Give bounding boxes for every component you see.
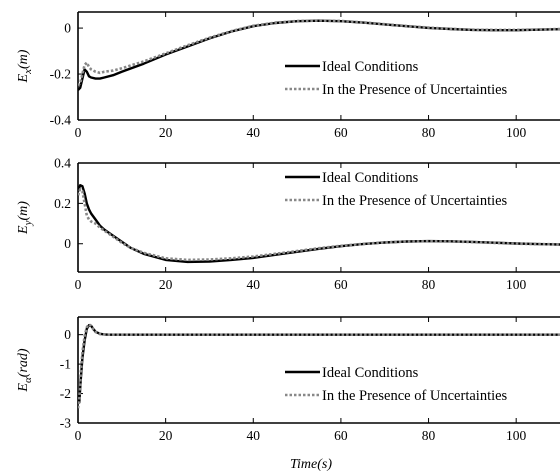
y-tick-label: 0 (64, 21, 71, 36)
x-tick-label: 40 (247, 428, 261, 443)
legend: Ideal Conditions In the Presence of Uncer… (285, 59, 508, 98)
y-tick-label: -0.4 (50, 113, 72, 128)
subplot-2: 0 20 40 60 80 100 0 0.2 0.4 Ey(m) Ideal Conditions… (16, 156, 560, 292)
x-tick-label: 0 (75, 428, 82, 443)
y-axis-label: Eα(rad) (16, 348, 34, 392)
series-line-ideal (78, 183, 560, 264)
y-tick-label: -2 (60, 386, 71, 401)
x-tick-label: 100 (506, 125, 527, 140)
x-tick-label: 60 (334, 277, 348, 292)
x-axis-label: Time(s) (290, 457, 332, 472)
y-tick-label: 0.4 (54, 156, 71, 171)
x-tick-label: 80 (422, 428, 436, 443)
x-tick-label: 20 (159, 428, 173, 443)
legend-label: Ideal Conditions (322, 170, 419, 186)
series-line-uncertain (78, 19, 560, 87)
y-tick-label: 0 (64, 236, 71, 251)
y-axis-label: Ex(m) (16, 49, 34, 83)
x-tick-label: 60 (334, 125, 348, 140)
legend-label: In the Presence of Uncertainties (322, 193, 508, 209)
legend-label: In the Presence of Uncertainties (322, 82, 508, 98)
x-tick-label: 60 (334, 428, 348, 443)
x-tick-label: 40 (247, 125, 261, 140)
x-tick-label: 20 (159, 125, 173, 140)
x-tick-label: 100 (506, 428, 527, 443)
series-line-uncertain (78, 323, 560, 409)
y-tick-label: 0.2 (54, 196, 71, 211)
legend-label: Ideal Conditions (322, 59, 419, 75)
subplot-1: 0 20 40 60 80 100 -0.4 -0.2 0 Ex(m) Ideal Conditio… (16, 11, 560, 140)
y-tick-label: -1 (60, 357, 71, 372)
x-tick-label: 100 (506, 277, 527, 292)
y-tick-label: 0 (64, 327, 71, 342)
legend: Ideal Conditions In the Presence of Uncer… (285, 365, 508, 404)
y-tick-label: -3 (60, 416, 71, 431)
subplot-3: 0 20 40 60 80 100 -3 -2 -1 0 Eα(rad) Time(s) Ideal C… (16, 316, 560, 472)
legend-label: Ideal Conditions (322, 365, 419, 381)
y-tick-label: -0.2 (50, 67, 71, 82)
legend: Ideal Conditions In the Presence of Uncer… (285, 170, 508, 209)
x-tick-label: 80 (422, 277, 436, 292)
legend-label: In the Presence of Uncertainties (322, 388, 508, 404)
x-tick-label: 40 (247, 277, 261, 292)
y-axis-label: Ey(m) (16, 201, 34, 235)
x-tick-label: 80 (422, 125, 436, 140)
x-tick-label: 20 (159, 277, 173, 292)
x-tick-label: 0 (75, 277, 82, 292)
x-tick-label: 0 (75, 125, 82, 140)
